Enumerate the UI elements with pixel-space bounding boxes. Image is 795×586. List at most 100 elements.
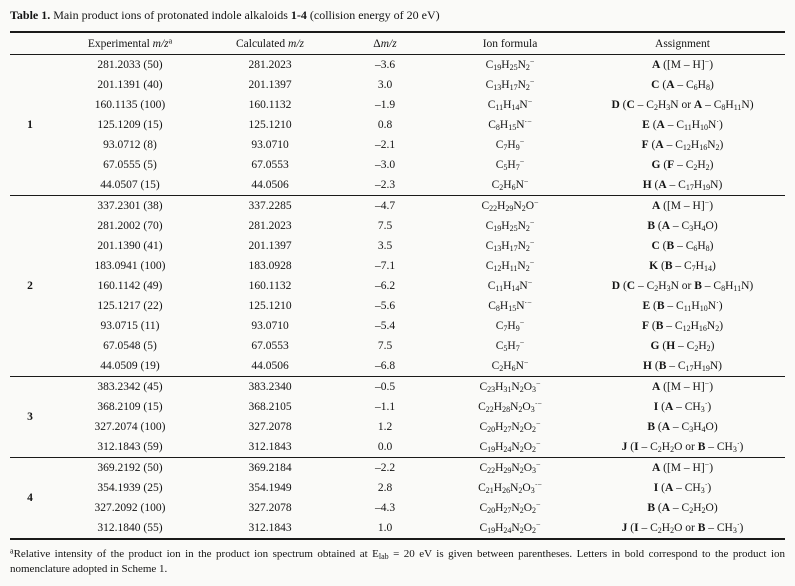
- cell-delta-mz: –2.3: [374, 179, 396, 191]
- cell-delta-mz: –6.2: [374, 280, 396, 292]
- table-row: 1 281.2033 (50) 281.2023 –3.6 C19H25N2− A ([M…: [10, 55, 785, 131]
- cell-assignment: B (A – C3H4O): [647, 421, 718, 434]
- cell-delta-mz: –4.3: [374, 502, 396, 514]
- cell-assignment: A ([M – H]−): [580, 195, 785, 216]
- cell-ion-formula: C22H29N2O−: [440, 195, 580, 216]
- cell-experimental-mz: 368.2109 (15): [97, 401, 163, 413]
- cell-ion-formula: C19H24N2O2−: [479, 520, 541, 535]
- cell-experimental-mz: 327.2074 (100): [94, 421, 166, 433]
- column-header: Δm/z: [330, 32, 440, 55]
- cell-delta-mz: 3.5: [377, 240, 393, 252]
- cell-calculated-mz: 201.1397: [248, 240, 292, 252]
- cell-delta-mz: –2.1: [374, 139, 396, 151]
- cell-calculated-mz: 369.2184: [210, 457, 330, 478]
- cell-experimental-mz: 281.2033 (50): [97, 59, 163, 71]
- table-row: 368.2109 (15) 368.2105 –1.1 C22H28N2O3·− I (…: [10, 397, 785, 417]
- cell-experimental-mz: 281.2002 (70): [97, 220, 163, 232]
- cell-experimental-mz: 93.0715 (11): [100, 320, 160, 332]
- compound-number: 3: [10, 376, 50, 458]
- table-row: 354.1939 (25) 354.1949 2.8 C21H26N2O3·− I (A…: [10, 478, 785, 498]
- cell-delta-mz: 1.2: [377, 421, 393, 433]
- cell-experimental-mz: 354.1939 (25): [97, 482, 163, 494]
- cell-calculated-mz: 312.1843: [248, 522, 292, 534]
- cell-ion-formula: C12H11N2−: [485, 258, 535, 273]
- cell-calculated-mz: 125.1210: [248, 300, 292, 312]
- cell-calculated-mz: 93.0710: [251, 320, 289, 332]
- cell-assignment: J (I – C2H2O or B – CH3·): [621, 520, 744, 535]
- column-header: [10, 32, 50, 55]
- cell-experimental-mz: 44.0509 (19): [100, 360, 160, 372]
- cell-delta-mz: –3.6: [374, 59, 396, 71]
- cell-calculated-mz: 354.1949: [248, 482, 292, 494]
- table-caption: Table 1. Main product ions of protonated…: [10, 8, 440, 22]
- cell-assignment: D (C – C2H3N or A – C8H11N): [611, 99, 754, 112]
- cell-ion-formula: C13H17N2−: [485, 238, 535, 253]
- cell-calculated-mz: 93.0710: [251, 139, 289, 151]
- cell-assignment: C (A – C6H8): [651, 79, 714, 92]
- cell-calculated-mz: 125.1210: [248, 119, 292, 131]
- cell-ion-formula: C8H15N·−: [488, 298, 532, 313]
- cell-ion-formula: C7H9−: [495, 318, 525, 333]
- cell-ion-formula: C11H14N−: [487, 97, 533, 112]
- cell-experimental-mz: 67.0548 (5): [103, 340, 157, 352]
- cell-delta-mz: –3.0: [374, 159, 396, 171]
- cell-experimental-mz: 312.1843 (59): [97, 441, 163, 453]
- cell-delta-mz: 0.8: [377, 119, 393, 131]
- cell-assignment: G (F – C2H2): [651, 159, 714, 172]
- cell-ion-formula: C7H9−: [495, 137, 525, 152]
- cell-calculated-mz: 281.2023: [248, 220, 292, 232]
- table-row: 93.0715 (11) 93.0710 –5.4 C7H9− F (B – C12H1…: [10, 316, 785, 336]
- column-header: Assignment: [580, 32, 785, 55]
- column-header: Ion formula: [440, 32, 580, 55]
- cell-assignment: H (B – C17H19N): [643, 360, 722, 373]
- cell-delta-mz: –5.4: [374, 320, 396, 332]
- cell-assignment: B (A – C2H2O): [647, 502, 718, 515]
- cell-calculated-mz: 183.0928: [248, 260, 292, 272]
- cell-ion-formula: C23H31N2O3−: [440, 376, 580, 397]
- cell-assignment: K (B – C7H14): [649, 260, 716, 273]
- cell-delta-mz: –5.6: [374, 300, 396, 312]
- cell-experimental-mz: 183.0941 (100): [94, 260, 166, 272]
- cell-experimental-mz: 201.1391 (40): [97, 79, 163, 91]
- cell-assignment: A ([M – H]−): [580, 376, 785, 397]
- table-row: 327.2074 (100) 327.2078 1.2 C20H27N2O2− B (A…: [10, 417, 785, 437]
- table-row: 2 337.2301 (38) 337.2285 –4.7 C22H29N2O− A ([…: [10, 195, 785, 377]
- cell-assignment: E (A – C11H10N·): [642, 117, 723, 132]
- cell-ion-formula: C19H25N2−: [485, 57, 535, 72]
- table-row: 44.0509 (19) 44.0506 –6.8 C2H6N− H (B – C17H…: [10, 356, 785, 377]
- cell-experimental-mz: 312.1840 (55): [97, 522, 163, 534]
- table-row: 3 383.2342 (45) 383.2340 –0.5 C23H31N2O3− A (…: [10, 376, 785, 458]
- cell-delta-mz: –4.7: [330, 195, 440, 216]
- table-row: 201.1390 (41) 201.1397 3.5 C13H17N2− C (B – …: [10, 236, 785, 256]
- cell-assignment: J (I – C2H2O or B – CH3·): [621, 439, 744, 454]
- table-row: 44.0507 (15) 44.0506 –2.3 C2H6N− H (A – C17H…: [10, 175, 785, 196]
- cell-calculated-mz: 327.2078: [248, 421, 292, 433]
- table-row: 327.2092 (100) 327.2078 –4.3 C20H27N2O2− B (…: [10, 498, 785, 518]
- cell-delta-mz: 2.8: [377, 482, 393, 494]
- cell-assignment: H (A – C17H19N): [642, 179, 723, 192]
- table-row: 125.1209 (15) 125.1210 0.8 C8H15N·− E (A – C…: [10, 115, 785, 135]
- cell-delta-mz: 1.0: [377, 522, 393, 534]
- cell-assignment: B (A – C3H4O): [647, 220, 718, 233]
- cell-calculated-mz: 44.0506: [251, 179, 289, 191]
- cell-ion-formula: C5H7−: [495, 157, 525, 172]
- table-row: 4 369.2192 (50) 369.2184 –2.2 C22H29N2O3− A (…: [10, 457, 785, 539]
- cell-ion-formula: C5H7−: [495, 338, 525, 353]
- header-row: Experimental m/za Calculated m/z Δm/z Ion f…: [10, 32, 785, 55]
- cell-delta-mz: 0.0: [377, 441, 393, 453]
- cell-calculated-mz: 281.2023: [248, 59, 292, 71]
- cell-assignment: G (H – C2H2): [650, 340, 715, 353]
- table-row: 67.0548 (5) 67.0553 7.5 C5H7− G (H – C2H2): [10, 336, 785, 356]
- cell-delta-mz: –6.8: [374, 360, 396, 372]
- product-ions-table: Experimental m/za Calculated m/z Δm/z Ion f…: [10, 31, 785, 540]
- table-footnote: aRelative intensity of the product ion i…: [10, 546, 785, 575]
- table-header: Experimental m/za Calculated m/z Δm/z Ion f…: [10, 32, 785, 55]
- cell-assignment: F (A – C12H16N2): [641, 139, 724, 152]
- cell-experimental-mz: 125.1209 (15): [97, 119, 163, 131]
- cell-calculated-mz: 327.2078: [248, 502, 292, 514]
- cell-ion-formula: C11H14N−: [487, 278, 533, 293]
- table-row: 312.1840 (55) 312.1843 1.0 C19H24N2O2− J (I …: [10, 518, 785, 539]
- cell-experimental-mz: 201.1390 (41): [97, 240, 163, 252]
- cell-assignment: F (B – C12H16N2): [641, 320, 724, 333]
- cell-calculated-mz: 67.0553: [251, 340, 289, 352]
